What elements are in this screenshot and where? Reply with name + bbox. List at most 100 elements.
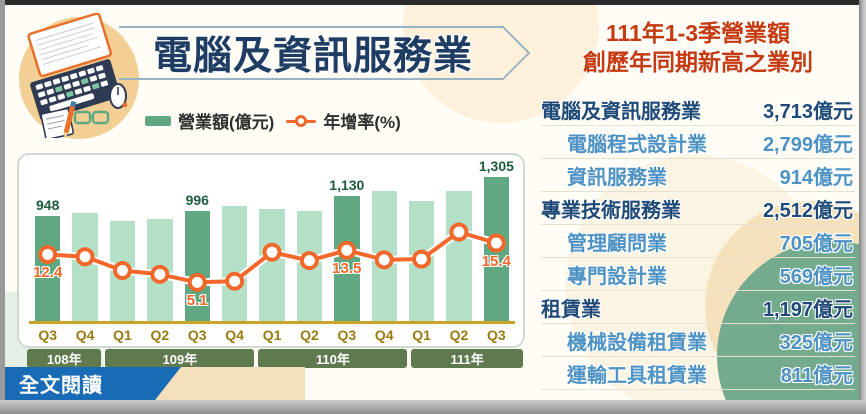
bar-slot — [440, 161, 477, 321]
growth-value-label: 15.4 — [481, 253, 511, 271]
quarter-tick-label: Q2 — [150, 327, 170, 343]
laptop-desk-illustration — [13, 12, 145, 141]
growth-value-label: 5.1 — [186, 292, 208, 310]
x-axis-line — [29, 321, 515, 324]
quarter-tick-label: Q1 — [113, 327, 132, 343]
year-band: 111年 — [411, 349, 523, 368]
industry-row: 資訊服務業 914億元 — [541, 159, 855, 192]
bar-slot — [403, 161, 440, 321]
industry-value: 811億元 — [780, 364, 853, 387]
read-more-button[interactable]: 全文閱讀 — [5, 367, 155, 400]
quarter-tick-label: Q4 — [374, 327, 394, 343]
industry-name: 資訊服務業 — [567, 166, 667, 189]
industry-row: 機械設備租賃業 325億元 — [541, 324, 855, 357]
window-left-bar — [0, 0, 5, 414]
industry-name: 管理顧問業 — [567, 232, 667, 255]
industry-name: 運輸工具租賃業 — [567, 364, 707, 387]
year-band: 110年 — [258, 349, 408, 368]
year-band: 109年 — [105, 349, 255, 368]
bar-value-label: 996 — [185, 192, 209, 209]
bar-value-label: 1,305 — [478, 158, 514, 174]
bar — [72, 213, 98, 321]
industry-value: 914億元 — [779, 166, 853, 189]
bar-value-label: 1,130 — [329, 177, 365, 194]
bar-slot: 948 — [29, 161, 66, 321]
growth-value-label: 12.4 — [33, 264, 63, 282]
industry-value: 569億元 — [779, 265, 853, 288]
legend-item-revenue: 營業額(億元) — [145, 108, 274, 133]
industry-row: 專業技術服務業 2,512億元 — [541, 192, 855, 225]
chart-plot-area: 948 996 1,130 1,305 12.4 5.1 13.5 15.4 — [29, 158, 515, 321]
bar-slot — [141, 161, 178, 321]
page-title: 電腦及資訊服務業 — [152, 35, 473, 78]
quarter-tick-labels: Q3 Q4 Q1 Q2 Q3 Q4 Q1 Q2 Q3 Q4 Q1 Q2 Q3 — [29, 325, 515, 345]
summary-heading: 111年1-3季營業額 創歷年同期新高之業別 — [537, 19, 859, 78]
bar — [371, 190, 397, 321]
industry-list: 電腦及資訊服務業 3,713億元電腦程式設計業 2,799億元資訊服務業 914億元專… — [541, 93, 855, 390]
bar-value-label: 948 — [36, 197, 60, 214]
bar — [147, 219, 173, 321]
read-more-arrow-icon — [155, 367, 181, 400]
legend-bar-label: 營業額(億元) — [178, 113, 275, 132]
bar — [483, 177, 510, 321]
bar — [109, 221, 136, 321]
industry-name: 專門設計業 — [567, 265, 667, 288]
bar-slot — [66, 161, 103, 321]
quarter-tick-label: Q2 — [449, 327, 469, 343]
bar — [259, 209, 285, 321]
industry-value: 2,512億元 — [762, 199, 853, 222]
bar-slot — [253, 161, 290, 321]
quarter-tick-label: Q3 — [487, 327, 506, 343]
bar-slot: 1,130 — [328, 161, 365, 321]
summary-heading-line2: 創歷年同期新高之業別 — [583, 49, 813, 76]
bar-slot — [291, 161, 328, 321]
industry-value: 705億元 — [779, 232, 853, 255]
industry-row: 電腦程式設計業 2,799億元 — [541, 126, 855, 159]
quarter-tick-label: Q1 — [262, 327, 282, 343]
year-band-row: 108年 109年 110年 111年 — [27, 349, 523, 368]
industry-value: 1,197億元 — [762, 298, 853, 321]
industry-row: 專門設計業 569億元 — [541, 258, 855, 291]
quarter-tick-label: Q3 — [187, 327, 207, 343]
industry-name: 電腦及資訊服務業 — [541, 100, 701, 123]
industry-name: 專業技術服務業 — [541, 199, 681, 222]
industry-value: 2,799億元 — [762, 133, 853, 156]
quarter-tick-label: Q1 — [412, 327, 431, 343]
quarter-tick-label: Q2 — [300, 327, 319, 343]
industry-row: 租賃業 1,197億元 — [541, 291, 855, 324]
bar-slot: 1,305 — [478, 158, 515, 321]
growth-value-label: 13.5 — [332, 260, 362, 278]
quarter-tick-label: Q3 — [337, 327, 357, 343]
bar — [296, 210, 323, 321]
window-right-scrollbar[interactable] — [859, 0, 866, 414]
industry-value: 325億元 — [779, 331, 853, 354]
title-banner: 電腦及資訊服務業 — [115, 21, 535, 85]
bar-slot — [366, 161, 403, 321]
legend-bar-swatch-icon — [145, 115, 171, 126]
legend-line-label: 年增率(%) — [323, 113, 401, 132]
legend-line-swatch-icon — [286, 114, 317, 128]
industry-row: 管理顧問業 705億元 — [541, 225, 855, 258]
industry-row: 電腦及資訊服務業 3,713億元 — [541, 93, 855, 126]
industry-name: 租賃業 — [541, 298, 601, 321]
legend-item-growth: 年增率(%) — [286, 108, 401, 133]
bar-slot — [216, 161, 253, 321]
summary-heading-line1: 111年1-3季營業額 — [605, 20, 791, 46]
bar-slot — [104, 161, 141, 321]
window-top-bar — [0, 0, 866, 5]
bar — [408, 200, 435, 321]
industry-name: 機械設備租賃業 — [567, 331, 707, 354]
industry-name: 電腦程式設計業 — [567, 133, 707, 156]
industry-row: 運輸工具租賃業 811億元 — [541, 357, 855, 390]
quarter-tick-label: Q3 — [38, 327, 58, 343]
bar-series: 948 996 1,130 1,305 — [29, 158, 515, 321]
bar — [221, 206, 248, 321]
page-canvas: 電腦及資訊服務業 營業額(億元) 年增率(%) 948 996 1,13 — [5, 5, 859, 400]
bar — [446, 191, 472, 321]
right-summary-column: 111年1-3季營業額 創歷年同期新高之業別 電腦及資訊服務業 3,713億元 電腦… — [537, 5, 859, 400]
industry-value: 3,713億元 — [762, 100, 853, 123]
quarter-tick-label: Q4 — [225, 327, 244, 343]
quarter-tick-label: Q4 — [75, 327, 95, 343]
chart-legend: 營業額(億元) 年增率(%) — [145, 108, 401, 133]
